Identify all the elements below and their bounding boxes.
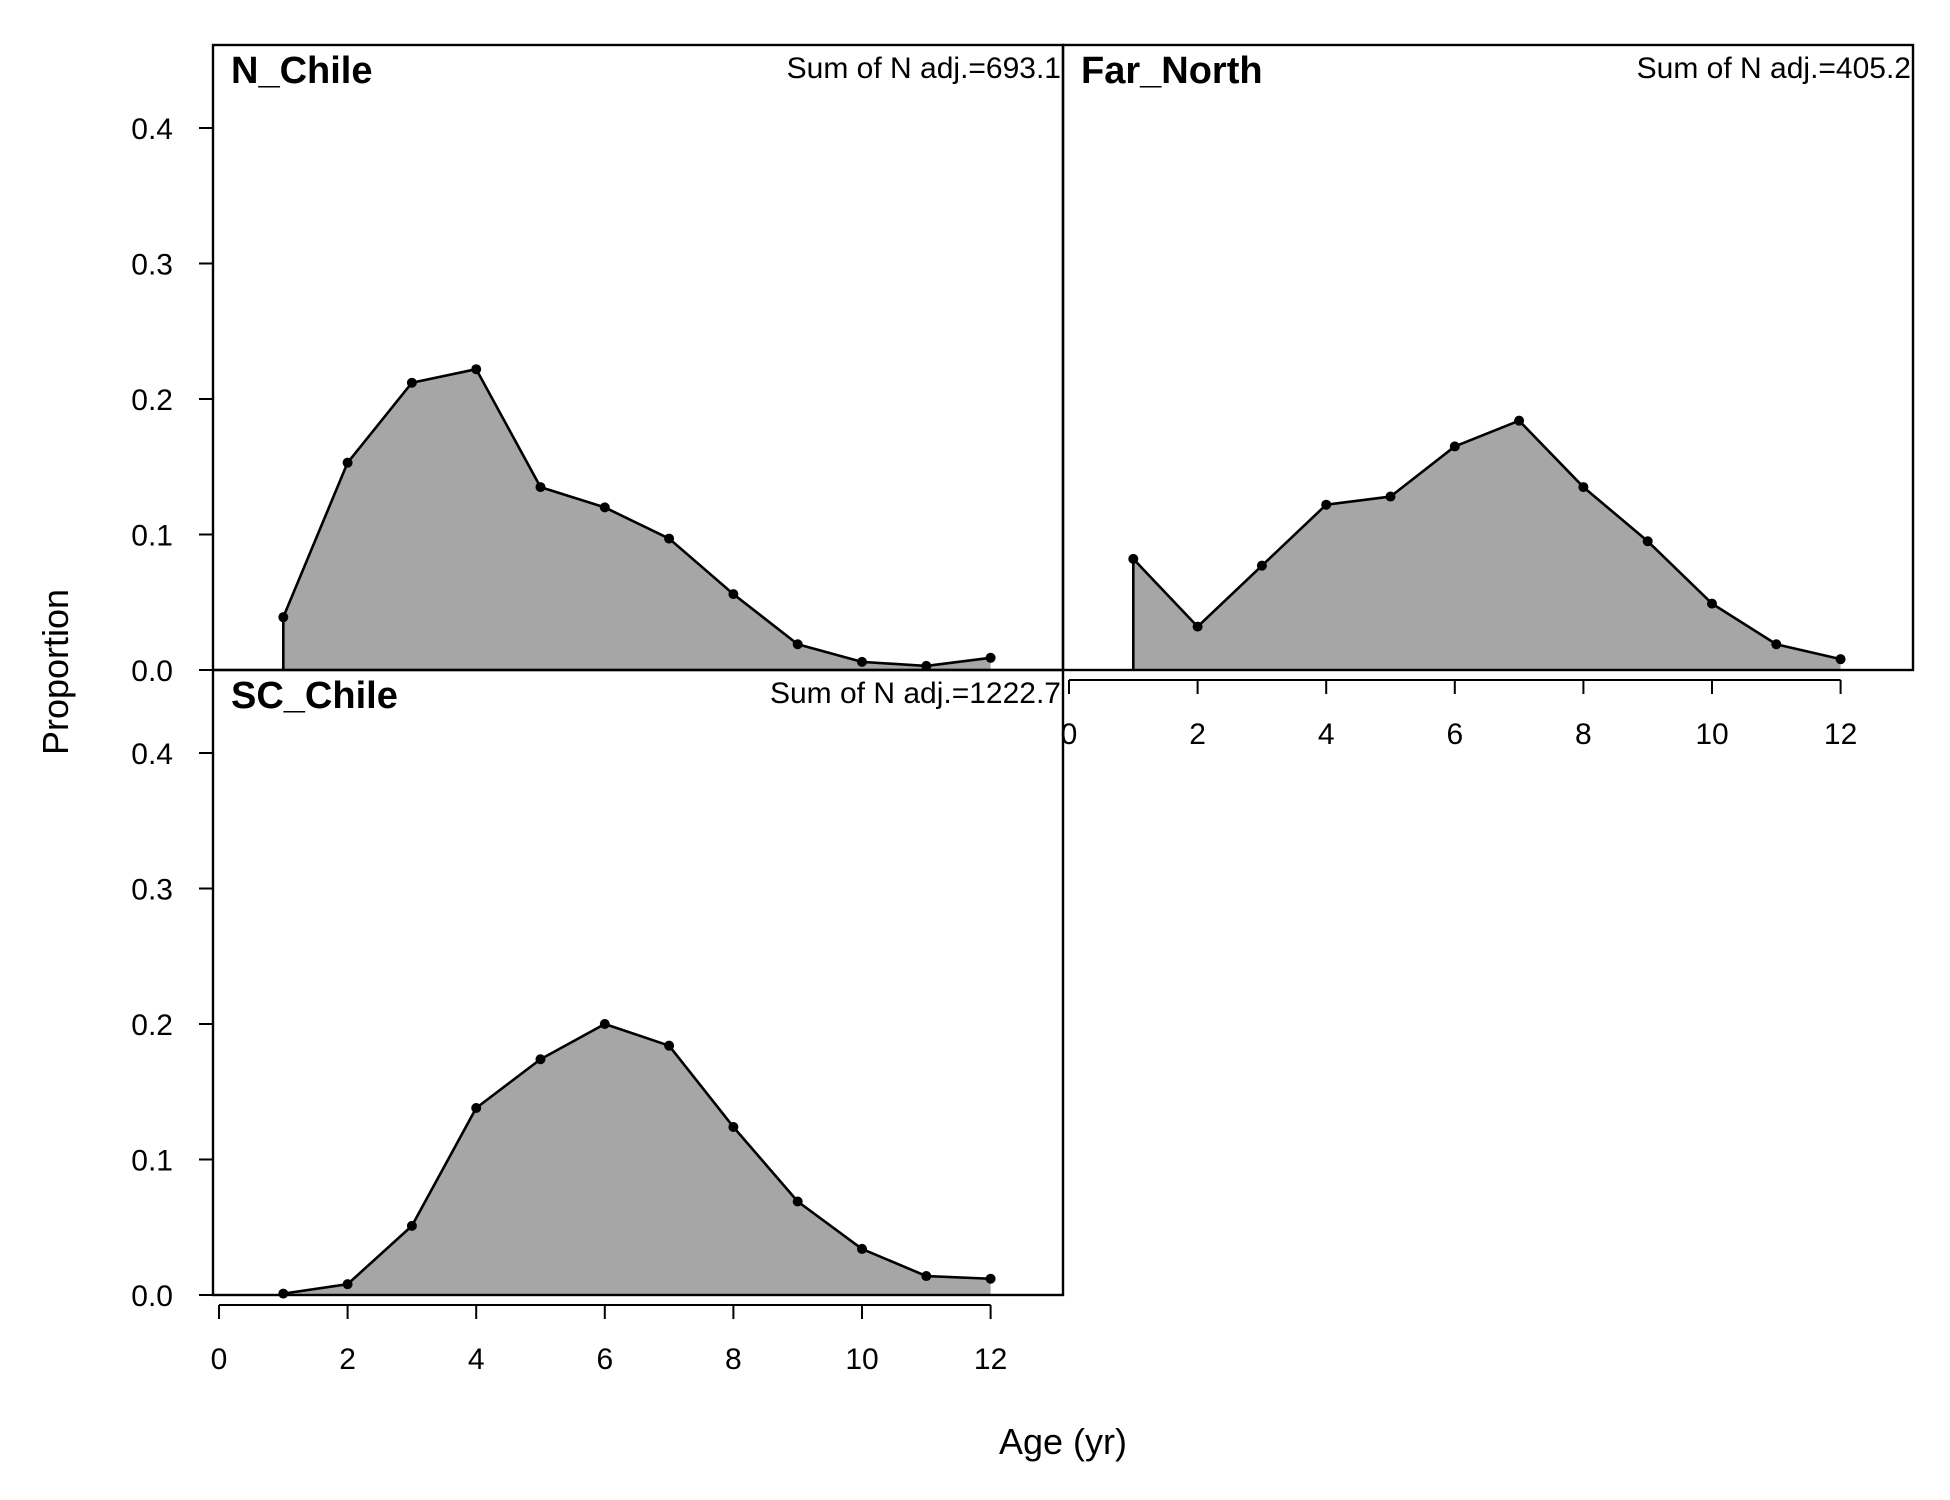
data-point bbox=[599, 1019, 610, 1029]
x-tick-label: 2 bbox=[1189, 718, 1206, 751]
data-point bbox=[1256, 560, 1267, 571]
data-point bbox=[471, 1103, 482, 1114]
data-point bbox=[921, 660, 932, 671]
data-point bbox=[985, 1273, 996, 1284]
y-tick-label: 0.4 bbox=[131, 738, 173, 771]
series-line-far-north bbox=[1132, 419, 1841, 661]
data-point bbox=[1771, 639, 1782, 650]
data-point bbox=[1385, 491, 1396, 502]
panel-title-sc-chile: SC_Chile bbox=[231, 675, 398, 717]
series-line-sc-chile bbox=[283, 1022, 991, 1295]
data-point bbox=[1321, 499, 1332, 510]
x-tick-label: 0 bbox=[211, 1343, 228, 1376]
y-tick-label: 0.3 bbox=[131, 874, 173, 907]
x-tick-label: 4 bbox=[1318, 718, 1335, 751]
y-tick-label: 0.1 bbox=[131, 1145, 173, 1178]
data-point bbox=[857, 1243, 867, 1254]
y-tick-label: 0.2 bbox=[131, 384, 173, 417]
data-point bbox=[1642, 536, 1653, 547]
panel-note-far-north: Sum of N adj.=405.2 bbox=[1637, 52, 1911, 85]
y-tick-label: 0.4 bbox=[131, 113, 173, 146]
panel-frame-far-north bbox=[1061, 43, 1915, 672]
panel-n-chile: N_Chile Sum of N adj.=693.1 0.0 0.1 0.2 0.3 0.… bbox=[131, 43, 1065, 688]
y-tick-label: 0.0 bbox=[131, 1280, 173, 1313]
data-point bbox=[1835, 654, 1846, 665]
panel-title-n-chile: N_Chile bbox=[231, 50, 372, 92]
x-tick-label: 12 bbox=[974, 1343, 1007, 1376]
area-far-north bbox=[1133, 420, 1841, 670]
panel-sc-chile: SC_Chile Sum of N adj.=1222.7 0.0 0.1 0.2 0.3… bbox=[131, 668, 1065, 1376]
panel-far-north: Far_North Sum of N adj.=405.2 0 2 4 6 8 10 12 bbox=[1061, 43, 1915, 751]
data-point bbox=[728, 589, 739, 600]
area-sc-chile bbox=[283, 1024, 991, 1295]
x-tick-label: 2 bbox=[339, 1343, 356, 1376]
data-point bbox=[921, 1271, 932, 1282]
data-point bbox=[1449, 441, 1460, 452]
y-tick-label: 0.3 bbox=[131, 249, 173, 282]
x-axis-title: Age (yr) bbox=[999, 1421, 1127, 1462]
data-point bbox=[857, 656, 867, 667]
x-tick-label: 4 bbox=[468, 1343, 485, 1376]
data-point bbox=[471, 364, 482, 375]
y-tick-label: 0.2 bbox=[131, 1009, 173, 1042]
y-axis-title: Proportion bbox=[35, 589, 76, 755]
area-n-chile bbox=[283, 369, 991, 670]
data-point bbox=[664, 533, 675, 544]
x-tick-label: 10 bbox=[1695, 718, 1728, 751]
data-point bbox=[1578, 482, 1589, 493]
x-tick-label: 10 bbox=[845, 1343, 878, 1376]
panels-layer: N_Chile Sum of N adj.=693.1 0.0 0.1 0.2 0.3 0.… bbox=[131, 43, 1915, 1376]
x-tick-label: 12 bbox=[1824, 718, 1857, 751]
x-tick-label: 8 bbox=[1575, 718, 1592, 751]
x-tick-label: 6 bbox=[1446, 718, 1463, 751]
data-point bbox=[278, 1288, 289, 1299]
data-point bbox=[278, 612, 289, 623]
data-point bbox=[1128, 553, 1139, 564]
series-line-n-chile bbox=[282, 367, 991, 668]
data-point bbox=[535, 1054, 546, 1065]
data-point bbox=[535, 482, 546, 493]
panel-note-n-chile: Sum of N adj.=693.1 bbox=[787, 52, 1061, 85]
data-point bbox=[1514, 415, 1525, 426]
x-tick-label: 6 bbox=[596, 1343, 613, 1376]
data-point bbox=[599, 502, 610, 513]
panel-title-far-north: Far_North bbox=[1081, 50, 1263, 92]
data-point bbox=[792, 1196, 803, 1207]
data-point bbox=[406, 377, 417, 388]
data-point bbox=[1192, 621, 1203, 632]
data-point bbox=[342, 457, 353, 468]
data-point bbox=[792, 639, 803, 650]
x-tick-label: 8 bbox=[725, 1343, 742, 1376]
data-point bbox=[1707, 598, 1717, 609]
data-point bbox=[342, 1279, 353, 1290]
y-tick-label: 0.0 bbox=[131, 655, 173, 688]
panel-note-sc-chile: Sum of N adj.=1222.7 bbox=[770, 677, 1061, 710]
data-point bbox=[985, 652, 996, 663]
data-point bbox=[406, 1220, 417, 1231]
data-point bbox=[728, 1121, 739, 1132]
y-tick-label: 0.1 bbox=[131, 520, 173, 553]
x-tick-label: 0 bbox=[1061, 718, 1078, 751]
data-point bbox=[664, 1040, 675, 1051]
